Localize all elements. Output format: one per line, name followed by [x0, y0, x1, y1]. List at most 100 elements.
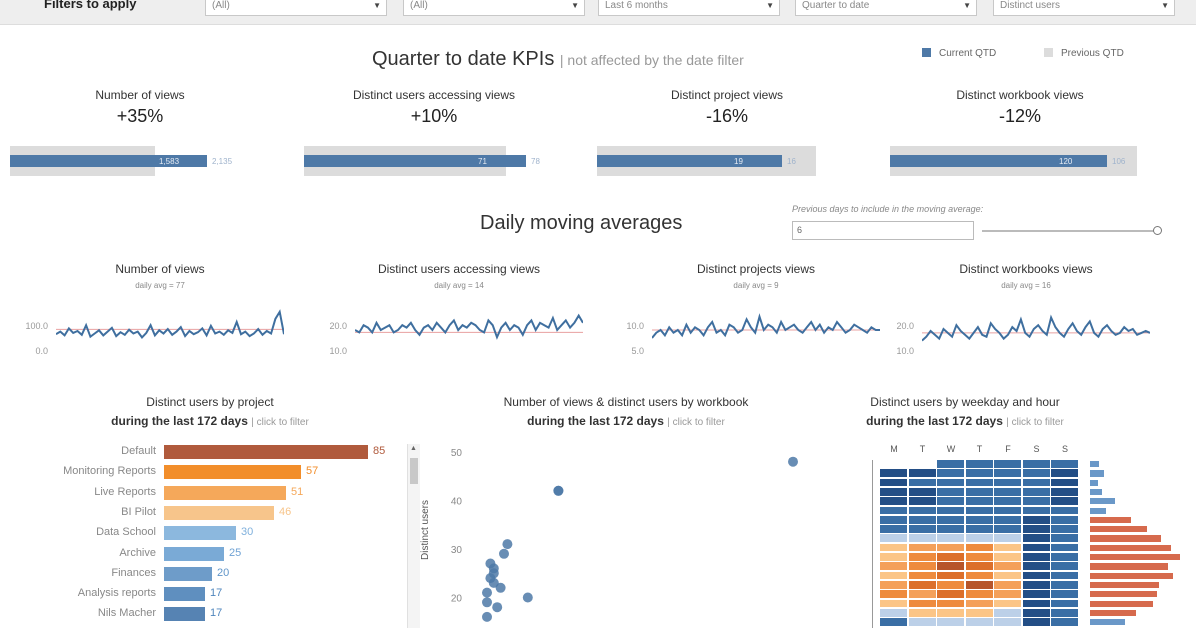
heatmap-cell[interactable] [937, 525, 964, 533]
heatmap-cell[interactable] [880, 497, 907, 505]
heatmap-cell[interactable] [994, 599, 1021, 608]
hour-total-bar[interactable] [1090, 609, 1136, 617]
heatmap-cell[interactable] [1051, 460, 1078, 468]
heatmap-cell[interactable] [908, 599, 936, 608]
heatmap-cell[interactable] [1022, 525, 1050, 533]
heatmap-cell[interactable] [937, 506, 964, 515]
hour-total-bar[interactable] [1090, 581, 1159, 589]
hour-total-bar[interactable] [1090, 526, 1147, 533]
heatmap-cell[interactable] [937, 571, 964, 580]
heatmap-cell[interactable] [880, 534, 907, 543]
hour-total-bar[interactable] [1090, 572, 1173, 579]
heatmap-cell[interactable] [908, 580, 936, 589]
heatmap-cell[interactable] [1022, 599, 1050, 608]
hour-total-bar[interactable] [1090, 461, 1099, 468]
projects-scrollbar[interactable]: ▲ [407, 444, 420, 628]
heatmap-cell[interactable] [994, 543, 1021, 552]
heatmap-cell[interactable] [965, 497, 993, 505]
heatmap-cell[interactable] [908, 497, 936, 505]
project-label[interactable]: Monitoring Reports [63, 465, 156, 478]
heatmap-cell[interactable] [937, 534, 964, 543]
heatmap-cell[interactable] [908, 608, 936, 617]
heatmap-cell[interactable] [1022, 460, 1050, 468]
heatmap-cell[interactable] [1022, 515, 1050, 524]
heatmap-cell[interactable] [1051, 469, 1078, 478]
heatmap-cell[interactable] [1051, 599, 1078, 608]
scroll-thumb[interactable] [410, 458, 418, 484]
heatmap-cell[interactable] [1022, 487, 1050, 496]
heatmap-cell[interactable] [937, 515, 964, 524]
heatmap-cell[interactable] [965, 608, 993, 617]
heatmap-cell[interactable] [994, 487, 1021, 496]
heatmap-cell[interactable] [1022, 571, 1050, 580]
heatmap-cell[interactable] [908, 562, 936, 571]
heatmap-cell[interactable] [880, 543, 907, 552]
heatmap-cell[interactable] [1022, 497, 1050, 505]
hour-total-bar[interactable] [1090, 479, 1098, 486]
project-label[interactable]: Nils Macher [97, 607, 156, 620]
heatmap-cell[interactable] [937, 618, 964, 626]
heatmap-cell[interactable] [1051, 590, 1078, 598]
heatmap-cell[interactable] [937, 580, 964, 589]
heatmap-cell[interactable] [1051, 543, 1078, 552]
project-bar[interactable] [164, 607, 205, 622]
heatmap-cell[interactable] [937, 599, 964, 608]
heatmap-cell[interactable] [908, 618, 936, 626]
project-label[interactable]: Finances [111, 566, 156, 579]
heatmap-cell[interactable] [937, 562, 964, 571]
heatmap-cell[interactable] [994, 553, 1021, 561]
heatmap-cell[interactable] [908, 543, 936, 552]
heatmap-cell[interactable] [965, 618, 993, 626]
heatmap-cell[interactable] [880, 562, 907, 571]
heatmap-cell[interactable] [1051, 562, 1078, 571]
hour-total-bar[interactable] [1090, 619, 1125, 626]
heatmap-cell[interactable] [994, 618, 1021, 626]
heatmap-cell[interactable] [880, 553, 907, 561]
heatmap-cell[interactable] [880, 608, 907, 617]
heatmap-cell[interactable] [880, 506, 907, 515]
heatmap-cell[interactable] [880, 487, 907, 496]
heatmap-cell[interactable] [908, 525, 936, 533]
hour-total-bar[interactable] [1090, 488, 1102, 496]
hour-total-bar[interactable] [1090, 535, 1161, 542]
project-label[interactable]: Analysis reports [77, 587, 156, 600]
hour-total-bar[interactable] [1090, 600, 1153, 607]
heatmap-cell[interactable] [937, 487, 964, 496]
heatmap-cell[interactable] [965, 599, 993, 608]
hour-total-bar[interactable] [1090, 544, 1171, 551]
heatmap-cell[interactable] [994, 608, 1021, 617]
heatmap-cell[interactable] [1051, 553, 1078, 561]
heatmap-cell[interactable] [965, 580, 993, 589]
heatmap-cell[interactable] [965, 478, 993, 487]
heatmap-cell[interactable] [994, 571, 1021, 580]
heatmap-cell[interactable] [965, 525, 993, 533]
heatmap-cell[interactable] [937, 469, 964, 478]
heatmap-cell[interactable] [994, 469, 1021, 478]
heatmap-cell[interactable] [994, 460, 1021, 468]
heatmap-cell[interactable] [880, 571, 907, 580]
moving-average-slider-track[interactable] [982, 230, 1158, 232]
heatmap-cell[interactable] [937, 478, 964, 487]
heatmap-cell[interactable] [1022, 506, 1050, 515]
heatmap-cell[interactable] [908, 553, 936, 561]
filter-dropdown-period[interactable]: Quarter to date ▼ [795, 0, 977, 16]
heatmap-cell[interactable] [1022, 534, 1050, 543]
filter-dropdown-date-range[interactable]: Last 6 months ▼ [598, 0, 780, 16]
heatmap-cell[interactable] [908, 515, 936, 524]
heatmap-cell[interactable] [1051, 525, 1078, 533]
heatmap-cell[interactable] [1022, 469, 1050, 478]
heatmap-cell[interactable] [908, 534, 936, 543]
heatmap-cell[interactable] [937, 543, 964, 552]
heatmap-cell[interactable] [908, 590, 936, 598]
heatmap-cell[interactable] [1022, 590, 1050, 598]
heatmap-cell[interactable] [1051, 497, 1078, 505]
heatmap-cell[interactable] [994, 534, 1021, 543]
heatmap-cell[interactable] [965, 469, 993, 478]
project-label[interactable]: Live Reports [94, 485, 156, 498]
heatmap-cell[interactable] [908, 506, 936, 515]
scroll-up-icon[interactable]: ▲ [410, 445, 417, 452]
project-bar[interactable] [164, 566, 212, 581]
heatmap-cell[interactable] [937, 608, 964, 617]
heatmap-cell[interactable] [1051, 515, 1078, 524]
heatmap-cell[interactable] [994, 580, 1021, 589]
